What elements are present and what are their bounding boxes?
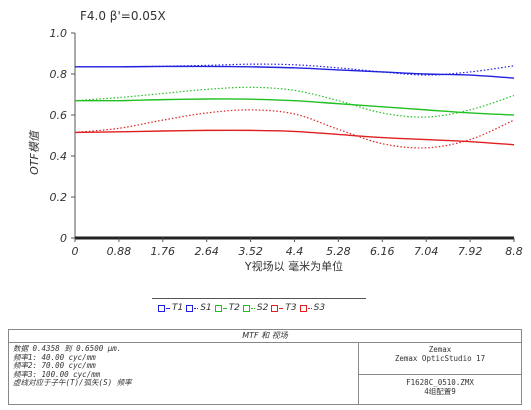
mtf-chart: F4.0 β'=0.05X OTF模值 Y视场以 毫米为单位 0 0.2 0.4 0.… xyxy=(28,9,523,273)
legend-label: T3 xyxy=(285,303,297,313)
series-line-s1 xyxy=(74,63,515,76)
software-line: Zemax OpticStudio 17 xyxy=(394,354,486,363)
legend-label: T1 xyxy=(172,303,184,313)
legend-marker-icon xyxy=(214,304,222,312)
legend-item: S2 xyxy=(242,303,269,313)
legend-marker-icon xyxy=(299,304,307,312)
legend-swatch xyxy=(307,307,312,309)
legend-item: S3 xyxy=(299,303,326,313)
legend-marker-icon xyxy=(186,304,194,312)
legend: T1 S1 T2 S2 T3 S3 xyxy=(158,301,366,315)
legend-item: T2 xyxy=(214,303,240,313)
info-line: 频率3: 100.00 cyc/mm xyxy=(13,369,101,379)
x-tick-label: 7.92 xyxy=(458,245,483,258)
y-tick-label: 0.2 xyxy=(50,191,68,204)
tick-labels: 0 0.2 0.4 0.6 0.8 1.0 0 0.88 1.76 2.64 3.52 4.4 5.28… xyxy=(50,27,523,258)
chart-title: F4.0 β'=0.05X xyxy=(80,9,166,23)
series-line-s2 xyxy=(74,86,515,118)
series-line-s3 xyxy=(74,109,515,149)
x-axis-label: Y视场以 毫米为单位 xyxy=(244,259,343,273)
y-tick-label: 0.4 xyxy=(50,150,68,163)
series-line-t3 xyxy=(74,129,515,146)
x-tick-label: 0.88 xyxy=(107,245,132,258)
legend-rule xyxy=(152,298,366,299)
info-title: MTF 和 视场 xyxy=(9,330,521,343)
legend-label: S1 xyxy=(200,303,212,313)
legend-marker-icon xyxy=(271,304,279,312)
x-tick-label: 5.28 xyxy=(326,245,351,258)
info-line: 虚线对应于子午(T)/弧矢(S) 频率 xyxy=(13,378,132,387)
legend-swatch xyxy=(250,307,255,309)
legend-swatch xyxy=(166,307,170,309)
divider xyxy=(358,342,359,405)
legend-label: T2 xyxy=(228,303,240,313)
x-tick-label: 2.64 xyxy=(194,245,219,258)
legend-label: S2 xyxy=(256,303,269,313)
software-info: Zemax Zemax OpticStudio 17 xyxy=(361,345,519,363)
legend-item: T1 xyxy=(158,303,183,313)
file-line: 4组配置9 xyxy=(424,387,456,396)
x-tick-label: 4.4 xyxy=(286,245,304,258)
x-tick-label: 8.8 xyxy=(505,245,523,258)
legend-marker-icon xyxy=(158,304,165,312)
x-tick-label: 3.52 xyxy=(238,245,263,258)
x-tick-label: 1.76 xyxy=(151,245,176,258)
series-line-t1 xyxy=(74,65,515,79)
file-info: F1628C_0510.ZMX 4组配置9 xyxy=(361,378,519,396)
series-lines xyxy=(74,63,515,149)
legend-item: T3 xyxy=(271,303,297,313)
software-line: Zemax xyxy=(428,345,452,354)
info-panel: MTF 和 视场 数据 0.4358 到 0.6500 μm. 频率1: 40.0… xyxy=(8,329,522,405)
info-line: 频率1: 40.00 cyc/mm xyxy=(13,352,96,362)
legend-swatch xyxy=(194,307,199,309)
divider xyxy=(358,374,522,375)
info-settings: 数据 0.4358 到 0.6500 μm. 频率1: 40.00 cyc/mm 频… xyxy=(13,344,353,403)
legend-label: S3 xyxy=(313,303,326,313)
legend-swatch xyxy=(222,307,227,309)
y-tick-label: 0.8 xyxy=(50,68,68,81)
info-line: 数据 0.4358 到 0.6500 μm. xyxy=(13,344,122,353)
y-tick-label: 0.6 xyxy=(50,109,68,122)
legend-marker-icon xyxy=(242,304,250,312)
y-tick-label: 1.0 xyxy=(50,27,68,40)
axes xyxy=(74,33,514,240)
info-line: 频率2: 70.00 cyc/mm xyxy=(13,361,96,370)
series-line-t2 xyxy=(74,98,515,116)
file-line: F1628C_0510.ZMX xyxy=(406,378,474,387)
x-tick-label: 6.16 xyxy=(370,245,395,258)
x-tick-label: 7.04 xyxy=(414,245,439,258)
x-tick-label: 0 xyxy=(72,245,79,258)
legend-item: S1 xyxy=(186,303,212,313)
y-axis-label: OTF模值 xyxy=(28,129,41,175)
y-tick-label: 0 xyxy=(60,232,67,245)
legend-swatch xyxy=(279,307,284,309)
